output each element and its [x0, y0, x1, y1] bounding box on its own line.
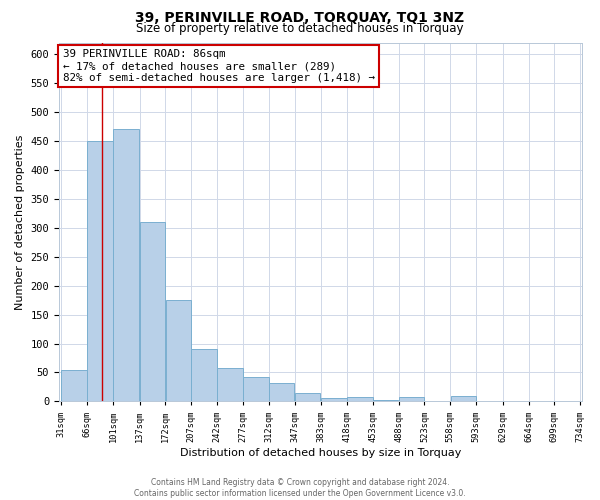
Bar	[243, 377, 269, 402]
Text: 39, PERINVILLE ROAD, TORQUAY, TQ1 3NZ: 39, PERINVILLE ROAD, TORQUAY, TQ1 3NZ	[136, 11, 464, 25]
Bar	[140, 222, 165, 402]
Text: Size of property relative to detached houses in Torquay: Size of property relative to detached ho…	[136, 22, 464, 35]
Bar	[87, 141, 113, 402]
Bar	[191, 350, 217, 402]
Bar	[295, 392, 320, 402]
Bar	[217, 368, 242, 402]
Bar	[166, 300, 191, 402]
X-axis label: Distribution of detached houses by size in Torquay: Distribution of detached houses by size …	[180, 448, 461, 458]
Y-axis label: Number of detached properties: Number of detached properties	[15, 134, 25, 310]
Bar	[554, 401, 580, 402]
Bar	[113, 130, 139, 402]
Bar	[347, 397, 373, 402]
Bar	[503, 401, 529, 402]
Text: 39 PERINVILLE ROAD: 86sqm
← 17% of detached houses are smaller (289)
82% of semi: 39 PERINVILLE ROAD: 86sqm ← 17% of detac…	[63, 50, 375, 82]
Bar	[451, 396, 476, 402]
Text: Contains HM Land Registry data © Crown copyright and database right 2024.
Contai: Contains HM Land Registry data © Crown c…	[134, 478, 466, 498]
Bar	[61, 370, 87, 402]
Bar	[269, 383, 295, 402]
Bar	[399, 397, 424, 402]
Bar	[322, 398, 347, 402]
Bar	[373, 400, 398, 402]
